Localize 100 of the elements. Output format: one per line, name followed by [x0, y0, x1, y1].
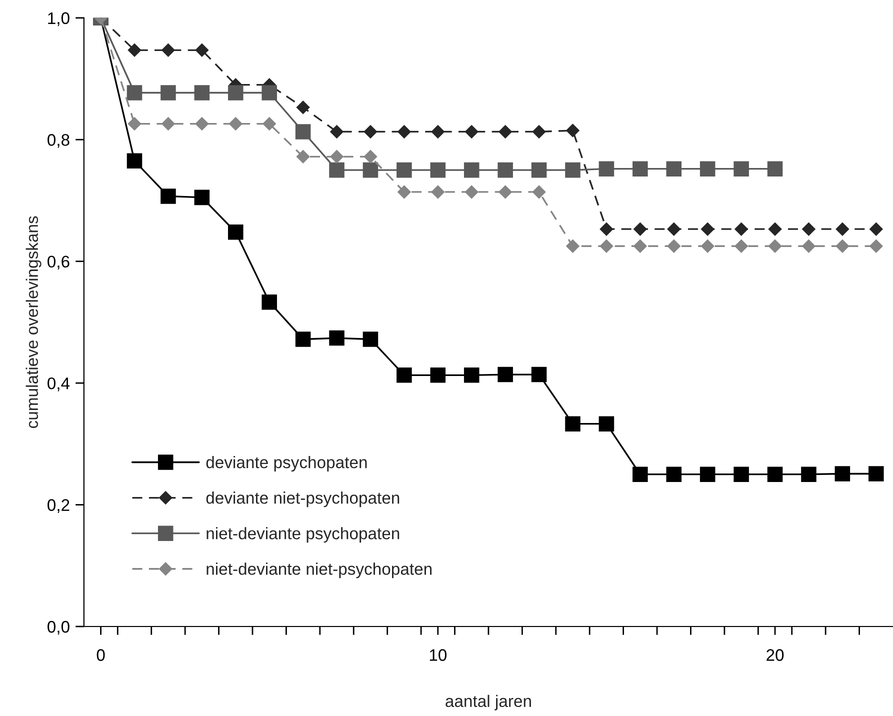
point	[531, 162, 547, 178]
legend-label: niet-deviante psychopaten	[206, 527, 400, 543]
point	[632, 466, 648, 482]
point	[430, 162, 446, 178]
point	[802, 222, 816, 236]
point	[870, 240, 883, 253]
point	[364, 125, 378, 138]
point	[126, 85, 142, 100]
point	[700, 161, 716, 176]
point	[768, 240, 782, 253]
legend-label: niet-deviante niet-psychopaten	[206, 562, 432, 578]
point	[667, 240, 680, 253]
point	[295, 332, 311, 347]
point	[160, 188, 176, 204]
point	[465, 125, 478, 138]
y-tick-label: 0,6	[48, 256, 70, 270]
point	[126, 153, 142, 169]
point	[362, 162, 378, 178]
point	[767, 161, 783, 176]
point	[870, 222, 883, 236]
point	[600, 240, 614, 253]
x-tick-label: 0	[96, 649, 105, 661]
point	[464, 368, 480, 383]
point	[532, 185, 546, 199]
point	[498, 185, 512, 199]
point	[195, 44, 209, 57]
point	[836, 240, 850, 253]
y-tick-label: 1,0	[48, 12, 70, 26]
point	[398, 185, 411, 199]
point	[836, 222, 850, 236]
point	[498, 162, 513, 178]
point	[128, 117, 142, 130]
x-axis-title: aantal jaren	[446, 694, 531, 710]
point	[229, 117, 242, 130]
point	[262, 85, 277, 100]
point	[330, 125, 344, 138]
point	[194, 85, 210, 100]
point	[598, 161, 614, 176]
y-tick-label: 0,8	[48, 134, 70, 148]
point	[701, 222, 714, 236]
point	[228, 85, 244, 100]
point	[802, 240, 816, 253]
point	[296, 100, 310, 114]
point	[834, 466, 850, 482]
point	[228, 224, 244, 240]
point	[296, 150, 310, 164]
point	[195, 117, 209, 130]
point	[464, 162, 480, 178]
point	[700, 466, 716, 482]
point	[262, 294, 277, 310]
point	[801, 466, 816, 482]
point	[498, 366, 513, 382]
point	[734, 161, 749, 176]
point	[262, 117, 276, 130]
point	[364, 150, 378, 164]
point	[666, 466, 682, 482]
point	[734, 222, 748, 236]
point	[666, 161, 682, 176]
point	[431, 125, 444, 138]
legend-label: deviante niet-psychopaten	[206, 492, 400, 508]
point	[128, 44, 142, 57]
point	[398, 125, 411, 138]
point	[330, 150, 344, 164]
point	[329, 162, 344, 178]
point	[634, 222, 647, 236]
x-tick-label: 20	[766, 649, 784, 661]
point	[329, 330, 344, 346]
point	[667, 222, 680, 236]
point	[734, 240, 748, 253]
point	[396, 368, 412, 383]
point	[600, 222, 614, 236]
point	[396, 162, 412, 178]
y-tick-label: 0,0	[48, 620, 70, 635]
point	[632, 161, 648, 176]
point	[767, 466, 783, 482]
point	[430, 368, 446, 383]
point	[634, 240, 647, 253]
point	[162, 117, 175, 130]
y-tick-label: 0,2	[48, 499, 70, 513]
point	[734, 466, 749, 482]
point	[566, 240, 580, 253]
y-tick-label: 0,4	[48, 377, 70, 392]
x-tick-label: 10	[430, 649, 447, 661]
point	[598, 416, 614, 432]
point	[295, 124, 311, 140]
point	[498, 125, 512, 138]
point	[565, 162, 580, 178]
point	[431, 185, 444, 199]
point	[701, 240, 714, 253]
point	[532, 125, 546, 138]
point	[566, 124, 580, 138]
y-axis-title: cumulatieve overlevingskans	[26, 216, 42, 428]
point	[362, 332, 378, 347]
point	[868, 466, 884, 482]
point	[531, 366, 547, 382]
legend-label: deviante psychopaten	[206, 456, 367, 472]
point	[465, 185, 478, 199]
point	[768, 222, 782, 236]
point	[565, 416, 580, 432]
point	[160, 85, 176, 100]
